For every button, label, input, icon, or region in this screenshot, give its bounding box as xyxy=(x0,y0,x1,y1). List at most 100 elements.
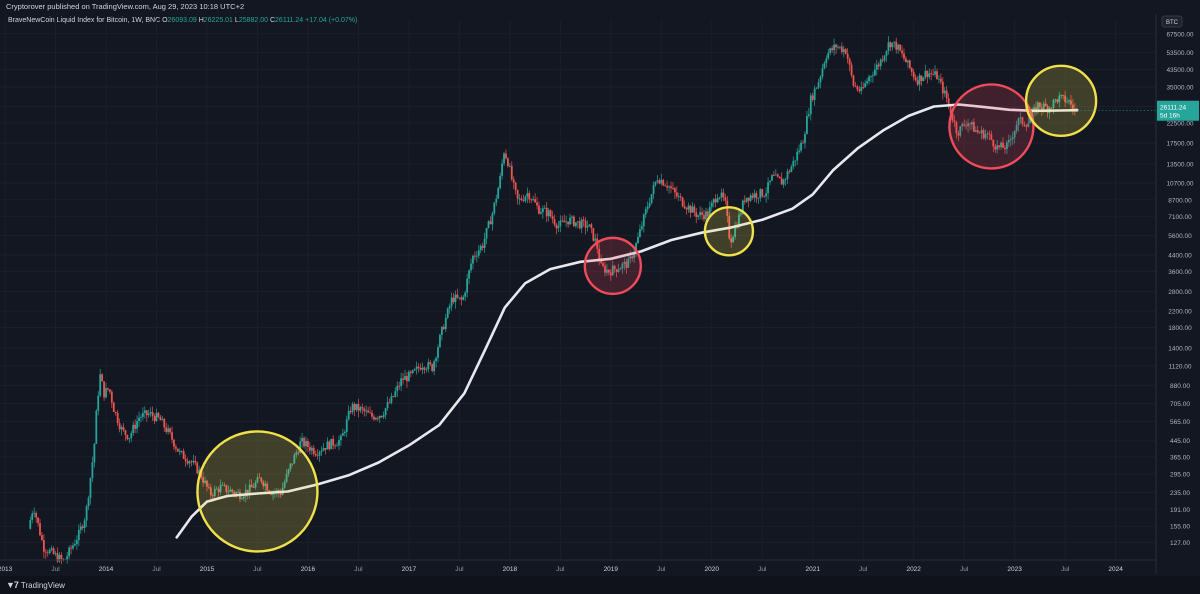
candle-body xyxy=(264,483,267,487)
candle-body xyxy=(444,317,447,330)
candle-body xyxy=(963,124,966,126)
candle-body xyxy=(972,122,975,132)
candle-body xyxy=(955,121,958,134)
candle-body xyxy=(518,198,521,200)
candle-body xyxy=(759,189,762,199)
time-tick-label: Jul xyxy=(859,566,868,573)
candle-body xyxy=(365,410,368,412)
candle-body xyxy=(386,402,389,409)
candle-body xyxy=(840,46,843,52)
candle-body xyxy=(986,133,989,135)
candle-body xyxy=(171,432,173,440)
candle-body xyxy=(953,120,956,122)
candle-body xyxy=(310,447,313,451)
candle-body xyxy=(718,197,721,199)
candle-body xyxy=(823,63,826,69)
candle-body xyxy=(609,272,612,276)
candle-body xyxy=(934,71,936,75)
candle-body xyxy=(885,51,888,56)
candle-body xyxy=(507,158,509,166)
candle-body xyxy=(586,226,589,228)
candlestick-chart[interactable]: 67500.0053500.0043500.0035000.0027500.00… xyxy=(0,14,1200,574)
candle-body xyxy=(192,460,195,463)
candle-body xyxy=(821,68,824,77)
price-tick-label: 2200.00 xyxy=(1168,309,1192,316)
candle-body xyxy=(46,552,49,554)
candle-body xyxy=(602,263,604,266)
candle-body xyxy=(809,95,812,115)
price-tick-label: 22500.00 xyxy=(1166,120,1193,127)
candle-body xyxy=(483,238,486,248)
candle-body xyxy=(578,221,581,229)
candle-body xyxy=(573,216,575,227)
candle-body xyxy=(732,237,735,243)
candle-body xyxy=(971,122,973,125)
candle-body xyxy=(872,75,874,77)
candle-body xyxy=(464,292,467,297)
candle-body xyxy=(215,488,218,490)
candle-body xyxy=(815,87,818,89)
candle-body xyxy=(186,461,189,464)
price-tick-label: 295.00 xyxy=(1170,472,1190,479)
candle-body xyxy=(413,369,416,371)
candle-body xyxy=(978,132,981,134)
candle-body xyxy=(778,176,781,179)
tradingview-logo[interactable]: ▼7 TradingView xyxy=(6,580,65,590)
candle-body xyxy=(126,434,129,440)
candle-body xyxy=(501,163,503,176)
candle-body xyxy=(763,196,766,198)
time-tick-label: Jul xyxy=(657,566,666,573)
price-tick-label: 5600.00 xyxy=(1168,233,1192,240)
candle-body xyxy=(423,367,426,370)
candle-body xyxy=(720,192,723,198)
candle-body xyxy=(666,185,669,188)
candle-body xyxy=(474,255,476,257)
candle-body xyxy=(528,193,531,200)
candle-body xyxy=(887,42,890,52)
candle-body xyxy=(1038,102,1041,108)
candle-body xyxy=(357,403,360,411)
candle-body xyxy=(202,477,204,483)
candle-body xyxy=(982,130,985,139)
candle-body xyxy=(1017,118,1020,126)
candle-body xyxy=(543,207,546,209)
candle-body xyxy=(804,134,806,144)
candle-body xyxy=(431,364,434,372)
price-tick-label: 565.00 xyxy=(1170,419,1190,426)
candle-body xyxy=(906,60,909,63)
chart-area[interactable]: 67500.0053500.0043500.0035000.0027500.00… xyxy=(0,14,1200,574)
price-tick-label: 705.00 xyxy=(1170,401,1190,408)
candle-body xyxy=(209,487,212,496)
candle-body xyxy=(301,437,304,442)
candle-body xyxy=(293,454,296,464)
candle-body xyxy=(394,391,397,397)
candle-body xyxy=(788,171,791,173)
high-label: H xyxy=(198,17,204,24)
candle-body xyxy=(314,453,317,456)
candle-body xyxy=(943,90,946,94)
candle-body xyxy=(231,489,234,492)
candle-body xyxy=(625,261,628,268)
candle-body xyxy=(868,76,870,82)
price-tick-label: 880.00 xyxy=(1170,383,1190,390)
candle-body xyxy=(854,85,857,87)
candle-body xyxy=(1025,125,1028,127)
candle-body xyxy=(639,229,641,238)
candle-body xyxy=(611,265,614,276)
candle-body xyxy=(460,297,463,300)
candle-body xyxy=(85,506,88,521)
candle-body xyxy=(969,123,971,125)
candle-body xyxy=(817,82,820,88)
candle-body xyxy=(998,145,1001,148)
candle-body xyxy=(157,412,160,417)
candle-body xyxy=(765,193,768,197)
candle-body xyxy=(1009,139,1012,141)
candle-body xyxy=(796,151,799,161)
candle-body xyxy=(229,489,232,492)
candle-body xyxy=(697,215,700,217)
candle-body xyxy=(749,195,752,201)
candle-body xyxy=(862,87,865,88)
red-highlight-circle xyxy=(583,236,643,296)
candle-body xyxy=(619,268,622,270)
candle-body xyxy=(54,553,57,554)
